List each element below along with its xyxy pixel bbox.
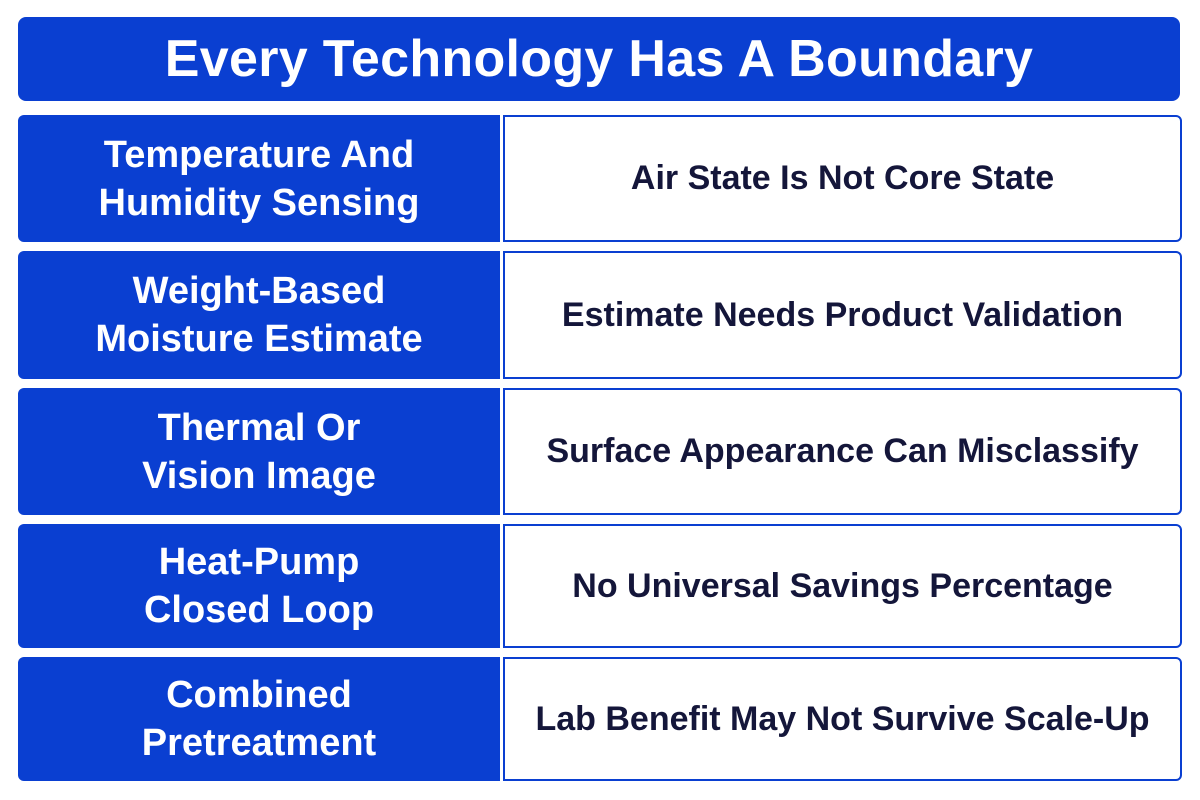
boundary-label: Air State Is Not Core State [630,159,1055,197]
technology-label: Heat-Pump Closed Loop [143,541,375,631]
boundary-cell: Estimate Needs Product Validation [503,251,1182,379]
table-row: Thermal Or Vision Image Surface Appearan… [18,388,1182,515]
boundary-label: Estimate Needs Product Validation [561,295,1124,334]
technology-cell: Thermal Or Vision Image [18,388,500,515]
technology-label: Temperature And Humidity Sensing [98,133,420,224]
boundary-label: Surface Appearance Can Misclassify [546,432,1139,470]
boundary-cell: Lab Benefit May Not Survive Scale-Up [503,657,1182,781]
boundary-label: Lab Benefit May Not Survive Scale-Up [535,699,1150,738]
boundary-label: No Universal Savings Percentage [572,566,1113,605]
technology-cell: Heat-Pump Closed Loop [18,524,500,648]
boundary-cell: Air State Is Not Core State [503,115,1182,242]
technology-label: Combined Pretreatment [141,674,377,764]
technology-label: Weight-Based Moisture Estimate [95,270,423,360]
technology-cell: Weight-Based Moisture Estimate [18,251,500,379]
technology-cell: Temperature And Humidity Sensing [18,115,500,242]
title-banner: Every Technology Has A Boundary [18,17,1180,101]
table-row: Temperature And Humidity Sensing Air Sta… [18,115,1182,242]
technology-boundary-table: Temperature And Humidity Sensing Air Sta… [18,115,1182,781]
boundary-cell: Surface Appearance Can Misclassify [503,388,1182,515]
table-row: Weight-Based Moisture Estimate Estimate … [18,251,1182,379]
boundary-cell: No Universal Savings Percentage [503,524,1182,648]
table-row: Combined Pretreatment Lab Benefit May No… [18,657,1182,781]
table-row: Heat-Pump Closed Loop No Universal Savin… [18,524,1182,648]
technology-label: Thermal Or Vision Image [142,406,376,497]
technology-cell: Combined Pretreatment [18,657,500,781]
page-title: Every Technology Has A Boundary [164,30,1034,88]
